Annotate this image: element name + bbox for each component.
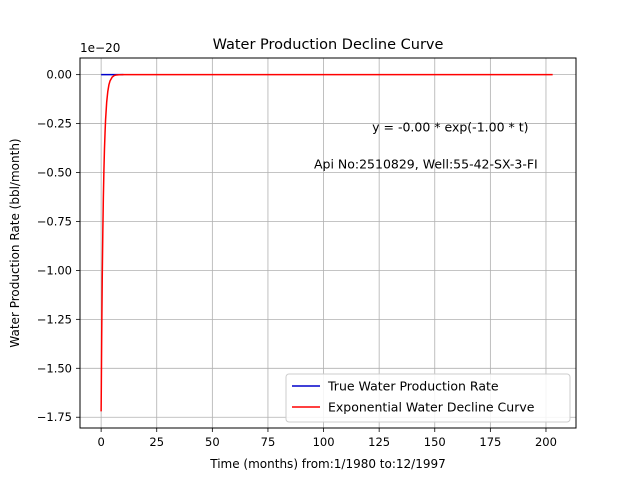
grid xyxy=(80,58,576,428)
legend: True Water Production Rate Exponential Wa… xyxy=(285,373,571,423)
plot-lines xyxy=(100,73,553,412)
x-tick-label: 75 xyxy=(261,435,276,449)
x-tick-label: 125 xyxy=(368,435,390,449)
chart-title: Water Production Decline Curve xyxy=(213,37,444,53)
annotation-text: Api No:2510829, Well:55-42-SX-3-FI xyxy=(314,157,538,172)
y-tick-label: −0.50 xyxy=(37,166,72,180)
x-tick-label: 25 xyxy=(149,435,164,449)
y-offset-label: 1e−20 xyxy=(80,41,120,55)
y-tick-label: −1.25 xyxy=(37,312,72,326)
y-tick-label: −1.50 xyxy=(37,361,72,375)
x-tick-label: 0 xyxy=(97,435,104,449)
plot-frame xyxy=(79,57,577,429)
x-tick-label: 175 xyxy=(479,435,501,449)
annotations: y = -0.00 * exp(-1.00 * t) Api No:2510829… xyxy=(314,119,538,171)
x-tick-label: 50 xyxy=(205,435,220,449)
series-line-1 xyxy=(100,73,553,412)
legend-label-1: Exponential Water Decline Curve xyxy=(328,400,535,415)
annotation-text: y = -0.00 * exp(-1.00 * t) xyxy=(372,119,528,134)
y-tick-label: −0.75 xyxy=(37,214,72,228)
axes: 0 25 50 75 100 125 150 175 200 0.00 −0.25 −0.50 −0.7… xyxy=(37,57,577,449)
x-axis-label: Time (months) from:1/1980 to:12/1997 xyxy=(209,457,446,471)
y-tick-label: −0.25 xyxy=(37,117,72,131)
y-tick-label: −1.75 xyxy=(37,410,72,424)
x-tick-label: 100 xyxy=(313,435,335,449)
legend-label-0: True Water Production Rate xyxy=(327,379,499,394)
legend-box xyxy=(285,373,571,423)
y-tick-label: −1.00 xyxy=(37,263,72,277)
x-tick-label: 200 xyxy=(535,435,557,449)
y-tick-label: 0.00 xyxy=(46,68,72,82)
y-axis-label: Water Production Rate (bbl/month) xyxy=(8,138,22,347)
x-tick-label: 150 xyxy=(424,435,446,449)
